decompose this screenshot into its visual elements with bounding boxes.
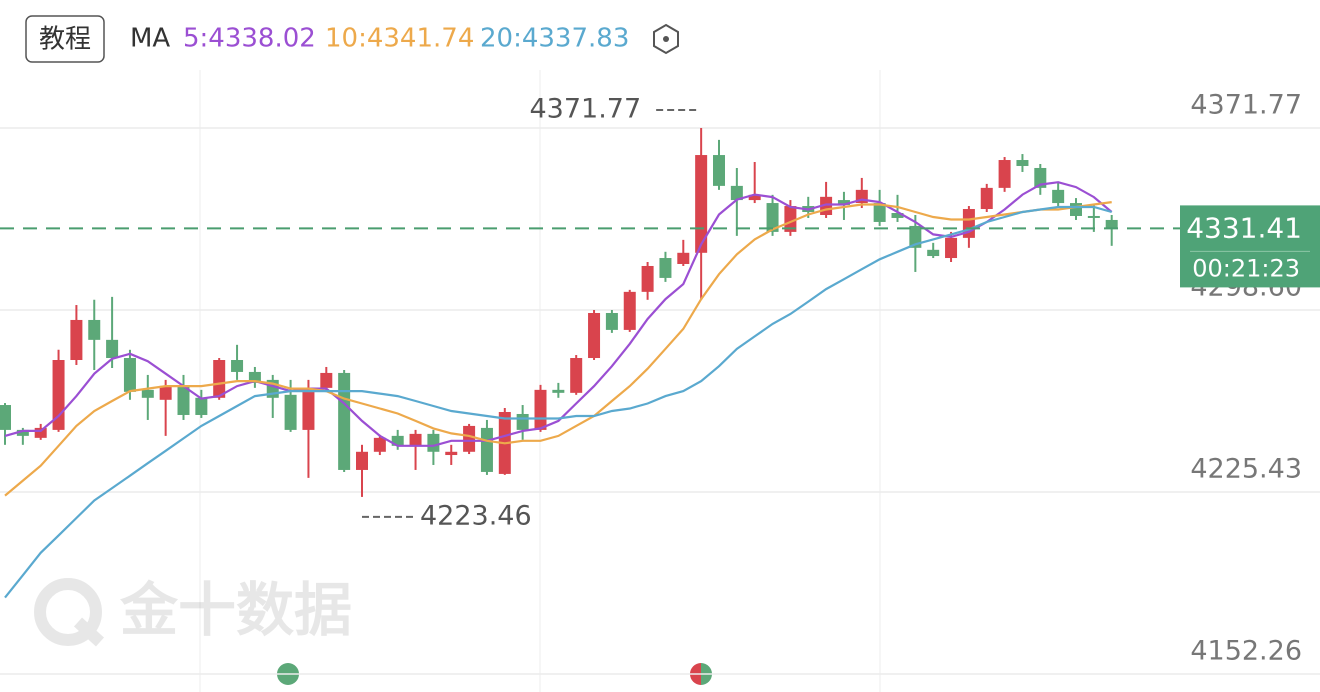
settings-icon[interactable] [653, 23, 679, 55]
candle-body [927, 249, 940, 257]
last-price-label: 4331.41 [1186, 211, 1302, 244]
candle-body [998, 160, 1011, 188]
candle-body [480, 427, 493, 472]
candle-body [873, 203, 886, 222]
candle-body [284, 394, 297, 430]
candle-body [0, 405, 11, 430]
y-tick-label: 4152.26 [1190, 636, 1302, 667]
candle-body [605, 312, 618, 330]
candle-body [213, 360, 226, 398]
candle-body [391, 435, 404, 446]
candle-body [463, 425, 476, 452]
candle-body [302, 387, 315, 430]
candle-body [356, 451, 368, 470]
candle-body [248, 371, 261, 383]
candle-body [748, 194, 761, 201]
candle-body [123, 358, 136, 392]
candle-body [1087, 215, 1100, 218]
candle-body [588, 312, 601, 359]
candle-body [980, 187, 993, 210]
candle-body [677, 252, 690, 264]
candle-body [516, 413, 529, 430]
y-tick-label: 4371.77 [1190, 90, 1302, 121]
candle-body [320, 372, 333, 388]
candle-body [945, 237, 958, 259]
ma-line [4, 201, 1112, 497]
candle-body [1016, 160, 1029, 166]
high-label: 4371.77 [529, 94, 641, 125]
y-tick-label: 4225.43 [1190, 454, 1302, 485]
candle-body [70, 319, 83, 361]
ma-line [4, 181, 1113, 447]
candle-body [623, 291, 636, 330]
candle-body [1105, 219, 1118, 229]
candle-body [1070, 203, 1082, 216]
ma-legend: 5:4338.02 [183, 24, 316, 54]
candle-body [766, 203, 779, 232]
tutorial-button[interactable] [25, 15, 105, 63]
candle-body [713, 155, 725, 186]
candle-body [159, 385, 172, 400]
candle-body [641, 265, 654, 292]
candle-body [177, 385, 190, 415]
tutorial-label[interactable]: 教程 [39, 25, 91, 55]
candle-body [784, 206, 797, 232]
low-label: 4223.46 [420, 500, 532, 531]
candle-body [338, 372, 351, 470]
watermark-text: 金十数据 [120, 576, 352, 644]
ma-legend: 20:4337.83 [480, 24, 629, 54]
candle-body [659, 258, 672, 278]
candle-body [141, 389, 154, 398]
candle-body [231, 360, 244, 372]
candle-body [1052, 189, 1065, 204]
candle-body [891, 213, 904, 218]
ma-line [4, 205, 1112, 599]
candle-body [730, 185, 743, 201]
candle-body [427, 433, 440, 452]
candle-body [552, 389, 565, 393]
candle-body [16, 429, 29, 436]
candle-body [34, 427, 47, 438]
candle-body [1034, 167, 1047, 188]
ma-title: MA [130, 24, 170, 54]
candle-body [88, 319, 101, 340]
candle-body [837, 200, 850, 206]
countdown-label: 00:21:23 [1192, 254, 1300, 282]
candle-body [106, 339, 119, 359]
candle-body [534, 389, 547, 430]
candle-body [570, 358, 583, 393]
candle-body [373, 437, 386, 452]
watermark: 金十数据 [34, 576, 352, 647]
candle-body [195, 397, 208, 415]
ma-legend: 10:4341.74 [325, 24, 474, 54]
price-box [1180, 205, 1320, 288]
candle-body [409, 433, 422, 446]
candle-body [445, 451, 458, 456]
